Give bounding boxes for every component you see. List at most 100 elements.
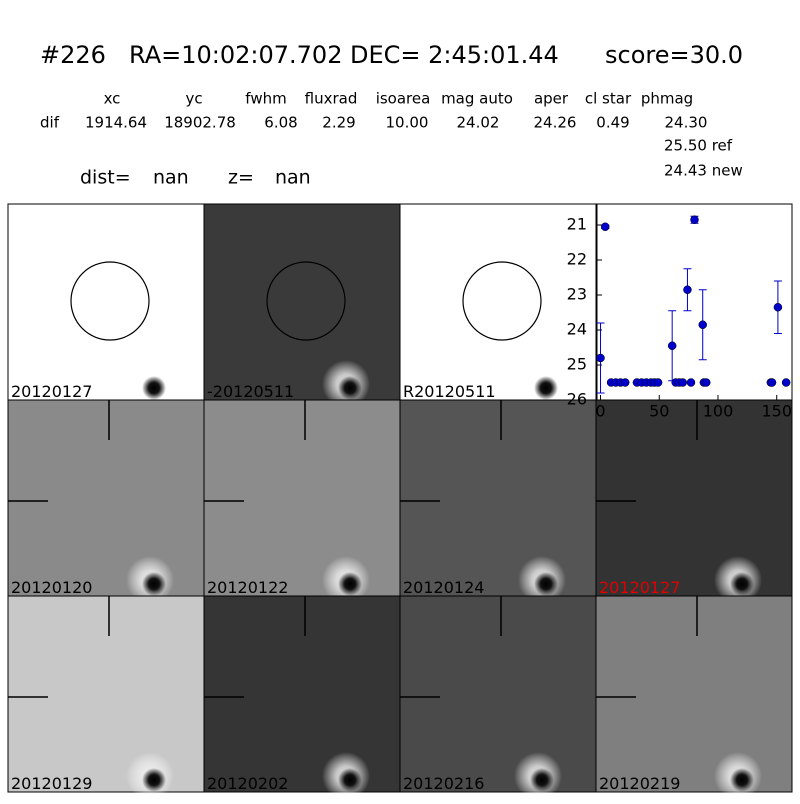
cell: 24.26: [534, 114, 577, 132]
dist-part: dist=: [80, 167, 131, 189]
cell: 24.02: [457, 114, 500, 132]
title-part: #226: [40, 41, 106, 69]
y-tick-label: 25: [567, 355, 587, 374]
plot: 0 50 100 150 21 22 23 24 25 26: [567, 203, 793, 421]
source: [338, 768, 362, 792]
stamp-label: 20120219: [599, 774, 680, 793]
column-header: fluxrad: [305, 90, 358, 108]
stamp-image: [399, 399, 597, 597]
aperture: [70, 261, 150, 341]
stamp-image: [7, 203, 205, 401]
dist-part: z=: [228, 167, 254, 189]
source: [142, 572, 166, 596]
cell: 0.49: [596, 114, 629, 132]
point: [600, 222, 610, 231]
stamp: 20120129: [7, 595, 205, 800]
cell: 6.08: [264, 114, 297, 132]
point: [678, 378, 688, 387]
stamp: 20120127: [595, 399, 793, 604]
stamp-label: R20120511: [403, 382, 496, 401]
point: [773, 303, 783, 312]
stamp-image: [203, 399, 401, 597]
column-header: xc: [104, 90, 121, 108]
aperture: [266, 261, 346, 341]
stamp-image: [7, 399, 205, 597]
column-header: isoarea: [376, 90, 431, 108]
stamp-label: 20120127: [599, 578, 680, 597]
x-tick-label: 150: [761, 402, 792, 421]
aperture: [462, 261, 542, 341]
y-tick-label: 24: [567, 320, 587, 339]
cell: 2.29: [322, 114, 355, 132]
column-header: phmag: [641, 90, 693, 108]
stamp-image: [595, 595, 793, 793]
point: [701, 378, 711, 387]
point: [667, 341, 677, 350]
y-tick-label: 21: [567, 215, 587, 234]
point: [767, 378, 777, 387]
source: [338, 572, 362, 596]
source: [534, 572, 558, 596]
stamp: 20120124: [399, 399, 597, 604]
y-tick-label: 22: [567, 250, 587, 269]
stamp-label: 20120122: [207, 578, 288, 597]
dist-part: nan: [153, 167, 189, 189]
stamp: 20120127: [7, 203, 205, 401]
phmag-extra: 24.43 new: [664, 162, 743, 180]
stamps: 20120127 -20120511 R20120511 20120120 201201…: [7, 203, 793, 800]
column-header: aper: [534, 90, 569, 108]
stamp: 20120219: [595, 595, 793, 800]
title-part: RA=10:02:07.702: [129, 41, 342, 69]
point: [690, 215, 699, 224]
y-tick-label: 23: [567, 285, 587, 304]
x-tick-label: 50: [649, 402, 669, 421]
stamp-image: [399, 203, 597, 401]
source: [142, 768, 166, 792]
stamp-label: -20120511: [207, 382, 294, 401]
point: [653, 378, 663, 387]
stamp: 20120202: [203, 595, 401, 800]
source: [730, 768, 754, 792]
point: [781, 378, 791, 387]
stamp: 20120216: [399, 595, 597, 800]
stamp: 20120122: [203, 399, 401, 604]
column-header: mag auto: [441, 90, 513, 108]
stamp-label: 20120120: [11, 578, 92, 597]
stamp-label: 20120202: [207, 774, 288, 793]
cell: 24.30: [665, 114, 708, 132]
dist-part: nan: [275, 167, 311, 189]
row-label: dif: [40, 114, 60, 132]
point: [698, 320, 707, 329]
point: [686, 378, 696, 387]
point: [620, 378, 630, 387]
cell: 18902.78: [164, 114, 236, 132]
stamp-label: 20120216: [403, 774, 484, 793]
plot-area: [596, 203, 793, 401]
source: [338, 376, 362, 400]
stamp-image: [7, 595, 205, 793]
source: [530, 768, 554, 792]
stamp-label: 20120124: [403, 578, 484, 597]
stamp: 20120120: [7, 399, 205, 604]
cell: 10.00: [386, 114, 429, 132]
stamp-label: 20120129: [11, 774, 92, 793]
title-part: DEC= 2:45:01.44: [350, 41, 559, 69]
phmag-extra: 25.50 ref: [664, 137, 733, 155]
stamp-image: [595, 399, 793, 597]
stamp: -20120511: [203, 203, 401, 408]
source: [142, 376, 166, 400]
cell: 1914.64: [85, 114, 147, 132]
stamp-image: [203, 595, 401, 793]
source: [730, 572, 754, 596]
stamp-image: [203, 203, 401, 401]
point: [596, 353, 605, 363]
source: [534, 376, 558, 400]
stamp: R20120511: [399, 203, 597, 401]
point: [683, 285, 692, 294]
title-part: score=30.0: [605, 41, 743, 69]
column-header: fwhm: [245, 90, 286, 108]
column-header: yc: [185, 90, 202, 108]
column-header: cl star: [585, 90, 632, 108]
x-tick-label: 0: [595, 402, 605, 421]
